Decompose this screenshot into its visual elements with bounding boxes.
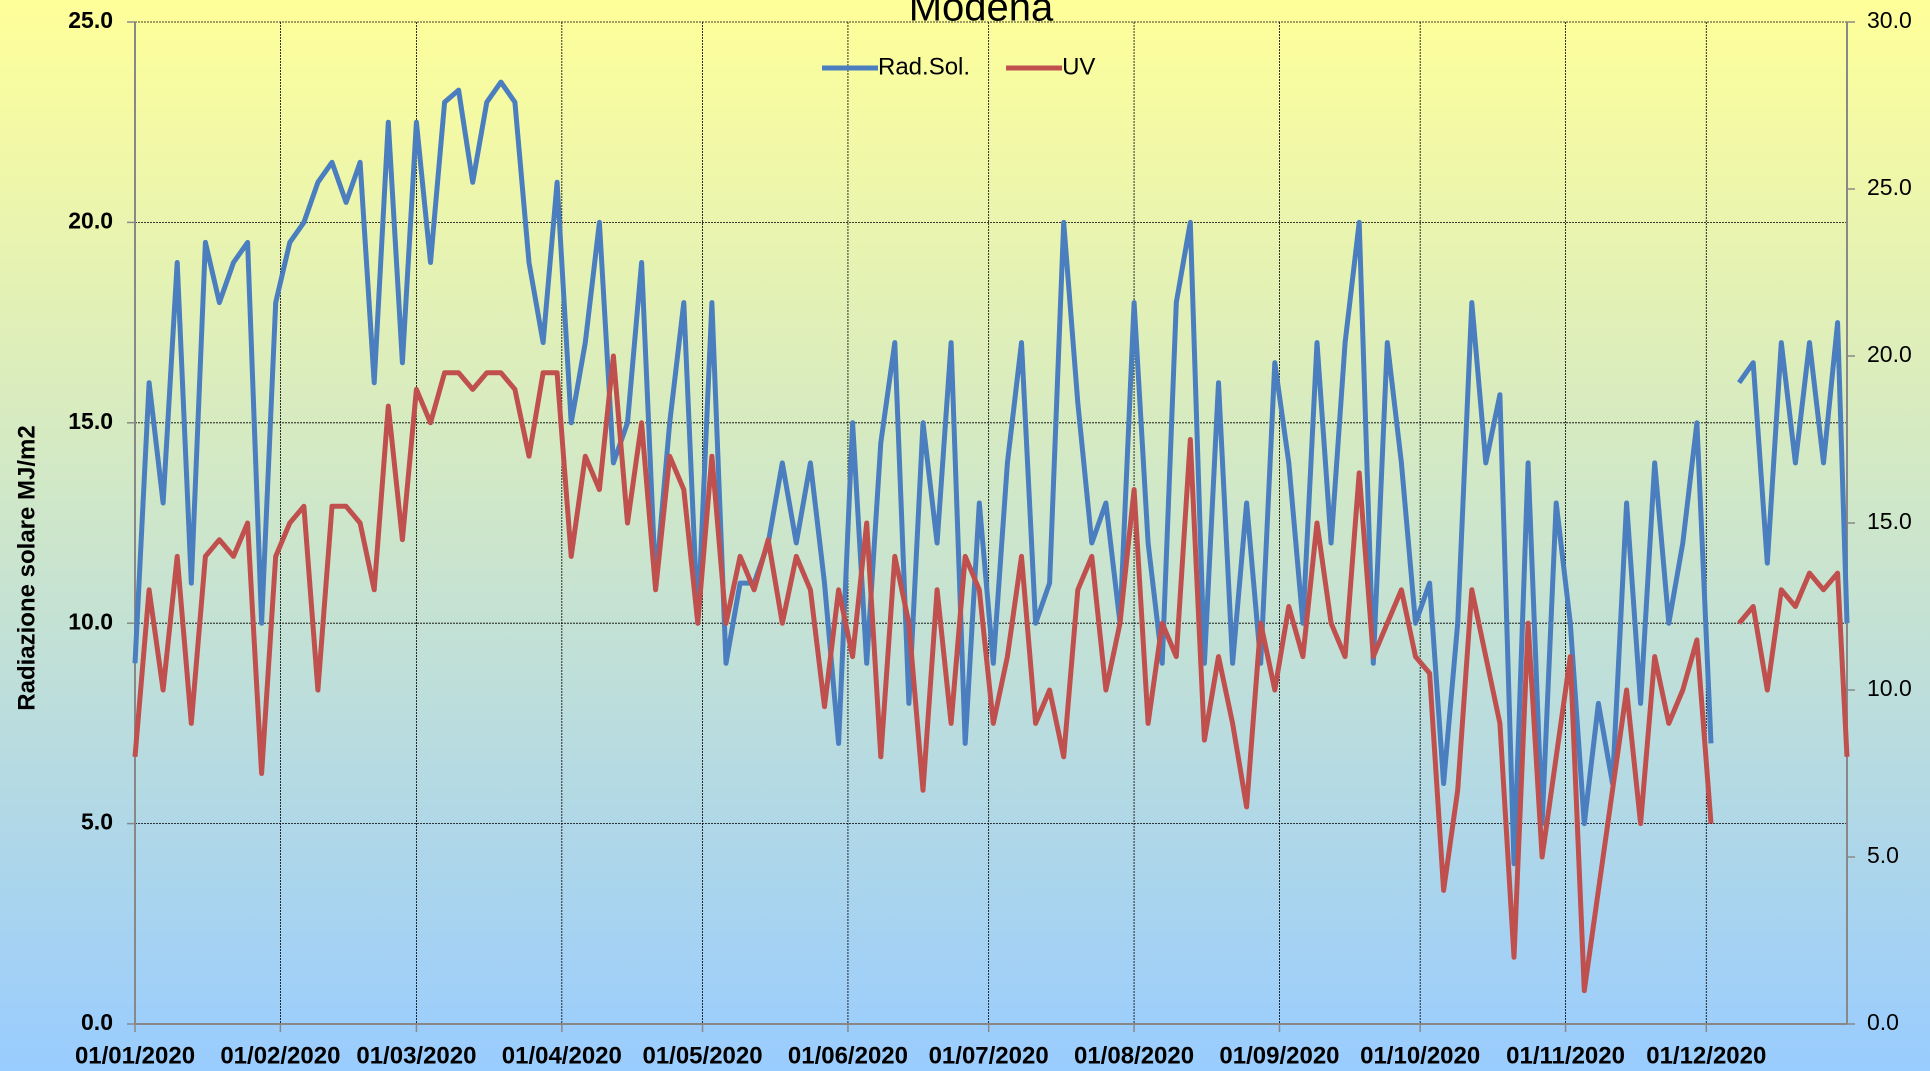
x-tick-label: 01/12/2020 (1646, 1042, 1766, 1069)
x-tick-label: 01/08/2020 (1074, 1042, 1194, 1069)
y2-tick-label: 5.0 (1867, 842, 1899, 868)
x-tick-label: 01/01/2020 (75, 1042, 195, 1069)
y-tick-label: 15.0 (68, 408, 113, 434)
x-tick-label: 01/03/2020 (356, 1042, 476, 1069)
x-tick-label: 01/07/2020 (929, 1042, 1049, 1069)
x-tick-label: 01/02/2020 (220, 1042, 340, 1069)
y2-tick-label: 20.0 (1867, 341, 1912, 367)
chart-title: Modena (909, 0, 1054, 30)
y2-tick-label: 30.0 (1867, 7, 1912, 33)
x-tick-label: 01/06/2020 (788, 1042, 908, 1069)
series-line (132, 79, 1850, 867)
y-tick-label: 10.0 (68, 608, 113, 634)
x-tick-label: 01/11/2020 (1506, 1042, 1625, 1069)
x-tick-label: 01/04/2020 (502, 1042, 622, 1069)
x-tick-label: 01/05/2020 (642, 1042, 762, 1069)
x-tick-label: 01/09/2020 (1219, 1042, 1339, 1069)
y-tick-label: 20.0 (68, 207, 113, 233)
y-tick-label: 5.0 (81, 809, 113, 835)
legend-label: Rad.Sol. (878, 53, 970, 80)
y-tick-label: 25.0 (68, 7, 113, 33)
y2-tick-label: 15.0 (1867, 508, 1912, 534)
x-tick-label: 01/10/2020 (1360, 1042, 1480, 1069)
series-line (132, 353, 1850, 994)
y2-tick-label: 10.0 (1867, 675, 1912, 701)
legend-label: UV (1062, 53, 1095, 80)
y2-tick-label: 0.0 (1867, 1009, 1899, 1035)
y-tick-label: 0.0 (81, 1009, 113, 1035)
y2-tick-label: 25.0 (1867, 174, 1912, 200)
y-axis-label: Radiazione solare MJ/m2 (13, 425, 40, 710)
